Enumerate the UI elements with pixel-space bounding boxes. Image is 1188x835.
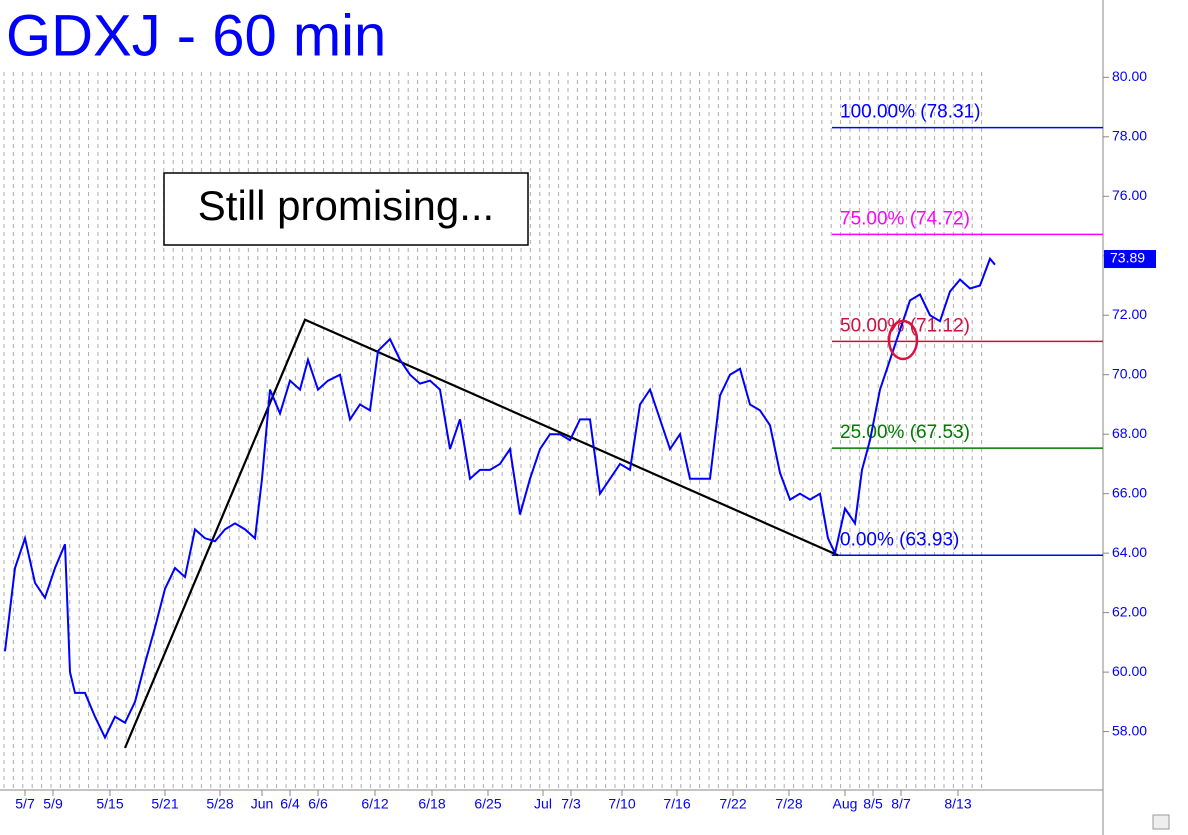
x-tick-label: 5/9 xyxy=(43,796,63,812)
x-tick-label: Aug xyxy=(833,796,858,812)
x-tick-label: 8/5 xyxy=(863,796,883,812)
last-price-box xyxy=(1104,250,1156,269)
fib-label: 25.00% (67.53) xyxy=(840,422,970,443)
x-tick-label: 7/16 xyxy=(663,796,690,812)
x-tick-label: 7/22 xyxy=(719,796,746,812)
annotation: Still promising... xyxy=(198,182,494,229)
y-tick-label: 64.00 xyxy=(1112,544,1147,560)
trendline xyxy=(123,318,839,749)
y-tick-label: 72.00 xyxy=(1112,306,1147,322)
x-tick-label: 5/28 xyxy=(206,796,233,812)
highlight-circle xyxy=(887,319,919,361)
y-tick-label: 60.00 xyxy=(1112,663,1147,679)
x-tick-label: 8/13 xyxy=(944,796,971,812)
chart-title: GDXJ - 60 min xyxy=(6,3,386,68)
y-tick-label: 80.00 xyxy=(1112,68,1147,84)
y-tick-label: 68.00 xyxy=(1112,425,1147,441)
x-tick-label: Jun xyxy=(251,796,274,812)
x-tick-label: 6/18 xyxy=(418,796,445,812)
x-tick-label: Jul xyxy=(534,796,552,812)
x-tick-label: 6/12 xyxy=(361,796,388,812)
corner-icon xyxy=(1152,814,1170,830)
x-tick-label: 6/4 xyxy=(280,796,300,812)
x-tick-label: 5/15 xyxy=(96,796,123,812)
x-tick-label: 5/21 xyxy=(151,796,178,812)
y-tick-label: 76.00 xyxy=(1112,187,1147,203)
y-tick-label: 62.00 xyxy=(1112,603,1147,619)
price-line xyxy=(4,256,996,740)
annotation-box xyxy=(163,172,529,246)
y-tick-label: 78.00 xyxy=(1112,128,1147,144)
x-tick-label: 7/3 xyxy=(561,796,581,812)
fib-label: 0.00% (63.93) xyxy=(840,529,959,550)
y-tick-label: 70.00 xyxy=(1112,365,1147,381)
last-price-label: 73.89 xyxy=(1110,250,1145,266)
y-tick-label: 66.00 xyxy=(1112,484,1147,500)
x-tick-label: 6/25 xyxy=(474,796,501,812)
fib-label: 75.00% (74.72) xyxy=(840,208,970,229)
x-tick-label: 7/10 xyxy=(608,796,635,812)
x-tick-label: 6/6 xyxy=(308,796,328,812)
y-tick-label: 58.00 xyxy=(1112,722,1147,738)
fib-label: 100.00% (78.31) xyxy=(840,102,981,123)
plot: 58.00 60.00 62.00 64.00 66.00 68.00 70.00 72.00… xyxy=(4,68,1156,812)
x-tick-label: 7/28 xyxy=(775,796,802,812)
fib-label: 50.00% (71.12) xyxy=(840,315,970,336)
x-tick-label: 8/7 xyxy=(891,796,911,812)
x-tick-label: 5/7 xyxy=(15,796,35,812)
